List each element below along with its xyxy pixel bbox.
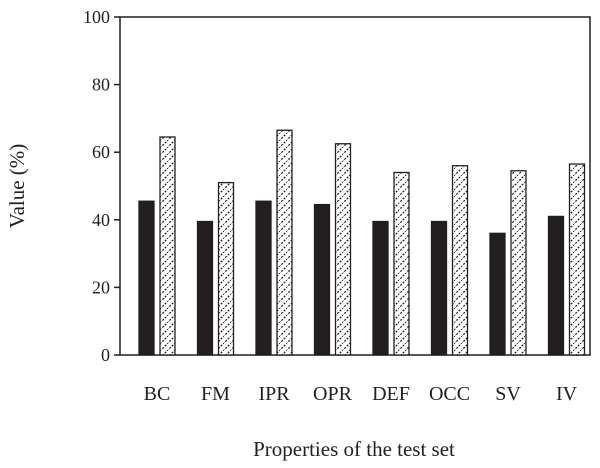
y-tick-label: 20 xyxy=(92,277,110,297)
y-tick-label: 40 xyxy=(92,210,110,230)
x-axis: BC FM IPR OPR DEF OCC SV IV xyxy=(144,383,578,405)
y-tick-label: 80 xyxy=(92,75,110,95)
x-tick-label-sv: SV xyxy=(495,383,521,405)
bar-ipr-hatched xyxy=(276,129,293,356)
bar-def-solid xyxy=(372,220,389,356)
bar-ipr-solid xyxy=(255,200,272,356)
bar-bc-hatched xyxy=(159,136,176,356)
bar-fm-solid xyxy=(196,220,214,356)
y-axis-title: Value (%) xyxy=(5,144,29,229)
bar-bc-solid xyxy=(138,200,155,356)
x-tick-label-ipr: IPR xyxy=(258,383,290,405)
bar-sv-solid xyxy=(489,232,506,356)
bar-fm-hatched xyxy=(217,181,235,356)
y-tick-label: 100 xyxy=(83,7,110,27)
bar-iv-hatched xyxy=(568,163,586,356)
x-tick-label-occ: OCC xyxy=(429,383,470,405)
x-tick-label-opr: OPR xyxy=(313,383,353,405)
bar-occ-hatched xyxy=(451,165,469,356)
bar-iv-solid xyxy=(547,215,565,356)
bar-opr-solid xyxy=(313,203,331,356)
bar-opr-hatched xyxy=(334,143,352,356)
bar-sv-hatched xyxy=(510,170,527,356)
x-tick-label-bc: BC xyxy=(144,383,171,405)
bar-occ-solid xyxy=(430,220,448,356)
plot-frame xyxy=(119,16,591,356)
x-tick-label-def: DEF xyxy=(372,383,410,405)
y-axis: 0 20 40 60 80 100 xyxy=(83,7,120,365)
x-axis-title: Properties of the test set xyxy=(253,437,455,461)
x-tick-label-iv: IV xyxy=(556,383,578,405)
y-tick-label: 0 xyxy=(101,345,110,365)
plot-area xyxy=(119,16,591,356)
y-tick-label: 60 xyxy=(92,142,110,162)
bars xyxy=(138,129,586,356)
bar-def-hatched xyxy=(393,171,410,356)
x-tick-label-fm: FM xyxy=(201,383,230,405)
